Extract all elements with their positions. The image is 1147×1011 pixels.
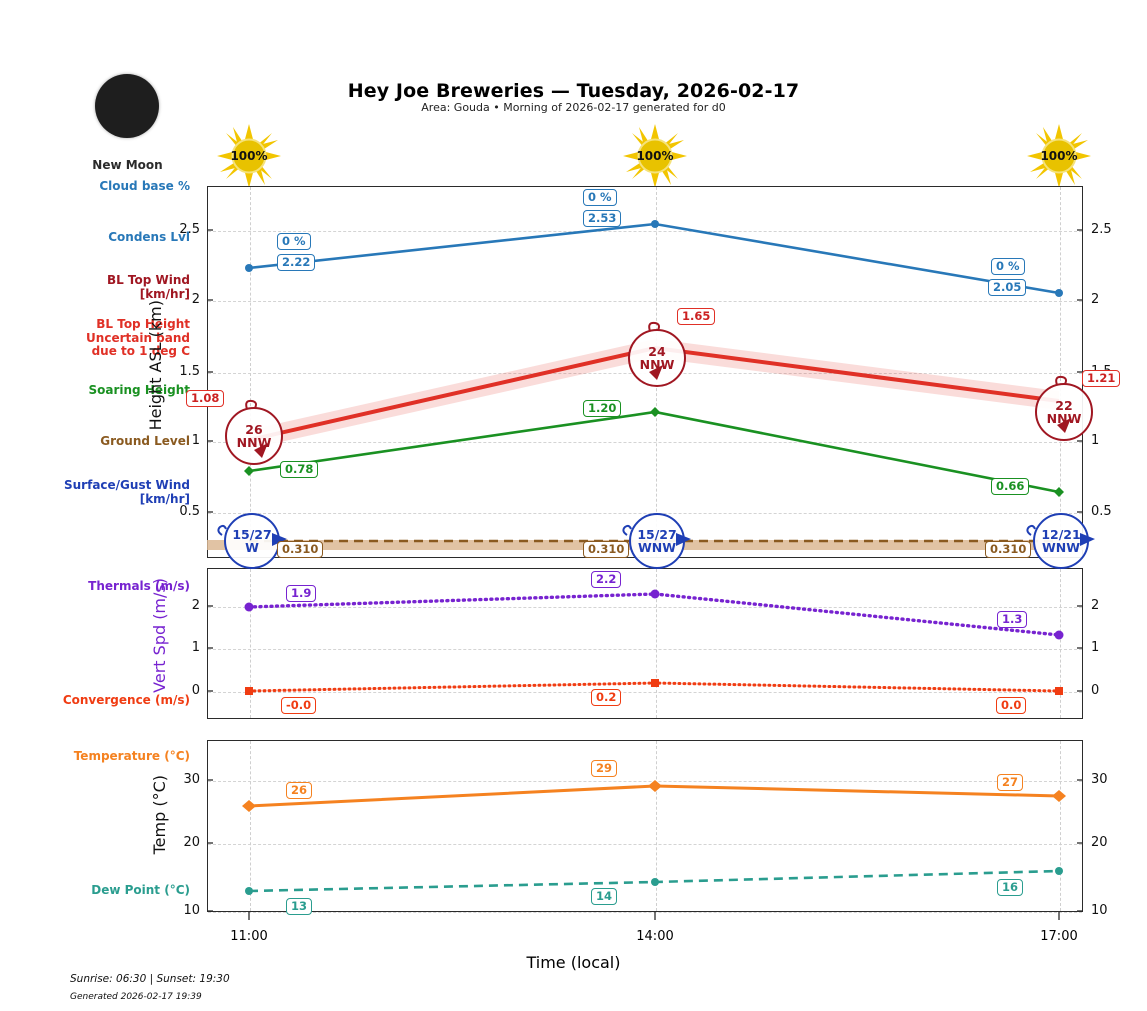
- soaring-height-value-label: 0.66: [991, 478, 1030, 495]
- surface-wind-direction: W: [245, 540, 259, 555]
- surface-wind-barb: 15/27 WNW: [629, 513, 685, 569]
- ytick-vertspd-right-1: 1: [1091, 640, 1100, 655]
- legend-label-cloud-base: Cloud base %: [99, 179, 190, 193]
- cloud-base-pct-label: 0 %: [277, 233, 311, 250]
- ytick-vertspd-left-1: 1: [191, 640, 200, 655]
- bl-top-wind-direction: NNW: [639, 357, 675, 372]
- sun-percent-label: 100%: [636, 149, 674, 163]
- surface-wind-speed: 15/27: [637, 527, 677, 542]
- convergence-value-label: 0.2: [591, 689, 622, 706]
- thermals-value-label: 1.3: [997, 611, 1028, 628]
- new-moon-icon: [95, 74, 159, 138]
- ytick-vertspd-right-2: 2: [1091, 598, 1100, 613]
- legend-label-temperature: Temperature (°C): [73, 749, 190, 763]
- legend-label-bl-top-height: BL Top Height Uncertain band due to 1 de…: [86, 317, 190, 358]
- soaring-height-value-label: 0.78: [280, 461, 319, 478]
- surface-wind-speed: 12/21: [1041, 527, 1081, 542]
- surface-wind-speed: 15/27: [232, 527, 272, 542]
- ytick-height-left-1.5: 1.5: [179, 364, 200, 379]
- dew-point-value-label: 16: [997, 879, 1024, 896]
- ytick-height-right-2.0: 2: [1091, 292, 1100, 307]
- surface-wind-direction: WNW: [1041, 540, 1081, 555]
- xtick-label-1400: 14:00: [636, 929, 674, 944]
- temperature-value-label: 26: [286, 782, 313, 799]
- dew-point-value-label: 13: [286, 898, 313, 915]
- bl-top-wind-barb: 24 NNW: [628, 329, 686, 387]
- bl-top-height-value-label: 1.08: [186, 390, 225, 407]
- condens-lvl-value-label: 2.05: [988, 279, 1027, 296]
- temperature-value-label: 29: [591, 760, 618, 777]
- ytick-height-left-2.0: 2: [191, 292, 200, 307]
- convergence-value-label: 0.0: [996, 697, 1027, 714]
- ytick-vertspd-right-0: 0: [1091, 683, 1100, 698]
- sun-percent-label: 100%: [230, 149, 268, 163]
- page-subtitle: Area: Gouda • Morning of 2026-02-17 gene…: [421, 101, 726, 114]
- cloud-base-pct-label: 0 %: [583, 189, 617, 206]
- surface-wind-barb: 15/27 W: [224, 513, 280, 569]
- legend-label-bl-top-wind: BL Top Wind [km/hr]: [106, 273, 190, 301]
- bl-top-wind-speed: 24: [648, 344, 666, 359]
- bl-top-wind-direction: NNW: [1046, 411, 1082, 426]
- ytick-temp-right-20: 20: [1091, 835, 1108, 850]
- yaxis-title-vertspd: Vert Spd (m/s): [150, 578, 169, 693]
- ground-level-value-label: 0.310: [985, 541, 1032, 558]
- ytick-temp-right-10: 10: [1091, 903, 1108, 918]
- thermals-value-label: 2.2: [591, 571, 622, 588]
- legend-label-condens-lvl: Condens Lvl: [108, 230, 190, 244]
- ytick-height-left-2.5: 2.5: [179, 222, 200, 237]
- ytick-temp-left-10: 10: [183, 903, 200, 918]
- bl-top-height-value-label: 1.65: [677, 308, 716, 325]
- bl-top-height-value-label: 1.21: [1082, 370, 1121, 387]
- sun-icon: 100%: [1026, 123, 1092, 189]
- legend-label-surface-gust-wind: Surface/Gust Wind [km/hr]: [64, 478, 190, 506]
- xtick-label-1700: 17:00: [1040, 929, 1078, 944]
- ytick-temp-left-30: 30: [183, 772, 200, 787]
- bl-top-wind-barb: 22 NNW: [1035, 383, 1093, 441]
- soaring-height-value-label: 1.20: [583, 400, 622, 417]
- xaxis-title: Time (local): [526, 953, 621, 972]
- convergence-value-label: -0.0: [281, 697, 317, 714]
- ytick-height-left-1.0: 1: [191, 433, 200, 448]
- ytick-vertspd-left-0: 0: [191, 683, 200, 698]
- ytick-height-left-0.5: 0.5: [179, 504, 200, 519]
- legend-label-soaring-height: Soaring Height: [88, 383, 191, 397]
- legend-label-ground-level: Ground Level: [100, 434, 190, 448]
- sun-icon: 100%: [216, 123, 282, 189]
- temperature-value-label: 27: [997, 774, 1024, 791]
- ytick-height-right-2.5: 2.5: [1091, 222, 1112, 237]
- condens-lvl-value-label: 2.22: [277, 254, 316, 271]
- sun-percent-label: 100%: [1040, 149, 1078, 163]
- condens-lvl-value-label: 2.53: [583, 210, 622, 227]
- vertical-speed-chart-panel: [207, 568, 1083, 719]
- page-title: Hey Joe Breweries — Tuesday, 2026-02-17: [347, 80, 800, 102]
- ytick-vertspd-left-2: 2: [191, 598, 200, 613]
- xtick-label-1100: 11:00: [230, 929, 268, 944]
- bl-top-wind-direction: NNW: [236, 435, 272, 450]
- legend-label-thermals: Thermals (m/s): [88, 579, 190, 593]
- cloud-base-pct-label: 0 %: [991, 258, 1025, 275]
- footer-sun-times: Sunrise: 06:30 | Sunset: 19:30: [70, 973, 230, 985]
- surface-wind-barb: 12/21 WNW: [1033, 513, 1089, 569]
- bl-top-wind-speed: 22: [1055, 398, 1073, 413]
- dew-point-value-label: 14: [591, 888, 618, 905]
- bl-top-wind-barb: 26 NNW: [225, 407, 283, 465]
- ytick-height-right-1.0: 1: [1091, 433, 1100, 448]
- bl-top-wind-speed: 26: [245, 422, 263, 437]
- ground-level-value-label: 0.310: [583, 541, 630, 558]
- surface-wind-direction: WNW: [637, 540, 677, 555]
- ytick-temp-left-20: 20: [183, 835, 200, 850]
- legend-label-dew-point: Dew Point (°C): [91, 883, 190, 897]
- ground-level-value-label: 0.310: [277, 541, 324, 558]
- thermals-value-label: 1.9: [286, 585, 317, 602]
- footer-generated: Generated 2026-02-17 19:39: [70, 992, 202, 1002]
- moon-phase-label: New Moon: [92, 158, 163, 172]
- temperature-chart-panel: [207, 740, 1083, 913]
- sun-icon: 100%: [622, 123, 688, 189]
- legend-label-convergence: Convergence (m/s): [62, 693, 190, 707]
- ytick-temp-right-30: 30: [1091, 772, 1108, 787]
- ytick-height-right-0.5: 0.5: [1091, 504, 1112, 519]
